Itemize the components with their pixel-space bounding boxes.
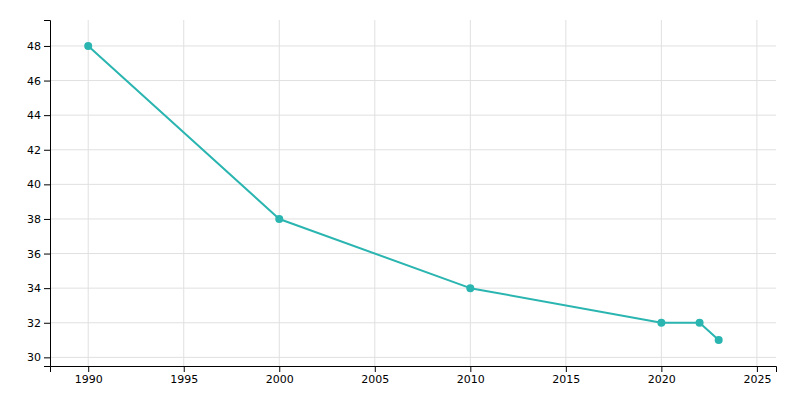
tick-label: 2025 xyxy=(743,373,771,386)
tick: 46 xyxy=(27,75,50,88)
tick: 30 xyxy=(27,351,50,364)
tick-mark xyxy=(44,323,50,324)
grid-line xyxy=(756,20,757,366)
x-axis: 1990 1995 2000 2005 2010 2015 2020 2025 xyxy=(51,366,777,386)
point xyxy=(84,42,92,50)
tick-label: 2005 xyxy=(361,373,389,386)
tick-mark xyxy=(757,366,758,372)
tick: 48 xyxy=(27,40,50,53)
tick-label: 2010 xyxy=(457,373,485,386)
grid-line xyxy=(374,20,375,366)
y-axis: 30 32 34 36 38 40 42 44 46 48 xyxy=(27,21,51,367)
tick-label: 2015 xyxy=(552,373,580,386)
grid-line xyxy=(50,80,776,81)
tick-label: 30 xyxy=(27,351,41,364)
axis-line xyxy=(51,367,777,373)
tick-mark xyxy=(44,184,50,185)
tick-mark xyxy=(44,81,50,82)
grid xyxy=(50,20,776,366)
tick-label: 32 xyxy=(27,317,41,330)
tick-label: 46 xyxy=(27,75,41,88)
tick: 2005 xyxy=(361,366,389,386)
grid-line xyxy=(50,115,776,116)
tick-label: 2000 xyxy=(266,373,294,386)
grid-line xyxy=(88,20,89,366)
point xyxy=(657,319,665,327)
tick-mark xyxy=(44,150,50,151)
tick-label: 42 xyxy=(27,144,41,157)
tick: 38 xyxy=(27,213,50,226)
tick-label: 38 xyxy=(27,213,41,226)
grid-line xyxy=(50,288,776,289)
tick-mark xyxy=(44,288,50,289)
grid-line xyxy=(50,45,776,46)
chart: 1990 1995 2000 2005 2010 2015 2020 2025 30 32 34 36… xyxy=(0,0,800,400)
tick-mark xyxy=(44,115,50,116)
tick: 2010 xyxy=(457,366,485,386)
tick-label: 1995 xyxy=(170,373,198,386)
tick-mark xyxy=(44,46,50,47)
grid-line xyxy=(661,20,662,366)
point xyxy=(715,336,723,344)
tick: 44 xyxy=(27,109,50,122)
tick: 2020 xyxy=(648,366,676,386)
tick: 32 xyxy=(27,317,50,330)
tick: 42 xyxy=(27,144,50,157)
tick: 2025 xyxy=(743,366,771,386)
tick-label: 48 xyxy=(27,40,41,53)
tick: 2015 xyxy=(552,366,580,386)
tick-label: 36 xyxy=(27,248,41,261)
series xyxy=(84,42,722,344)
grid-line xyxy=(50,149,776,150)
tick-label: 34 xyxy=(27,282,41,295)
tick: 2000 xyxy=(266,366,294,386)
tick-label: 44 xyxy=(27,109,41,122)
tick: 34 xyxy=(27,282,50,295)
tick-label: 2020 xyxy=(648,373,676,386)
tick-mark xyxy=(470,366,471,372)
line xyxy=(88,46,718,340)
axis-line xyxy=(44,21,51,367)
tick-label: 40 xyxy=(27,178,41,191)
tick: 36 xyxy=(27,248,50,261)
tick: 1995 xyxy=(170,366,198,386)
point xyxy=(466,284,474,292)
plot: 1990 1995 2000 2005 2010 2015 2020 2025 30 32 34 36… xyxy=(27,20,777,386)
grid-line xyxy=(470,20,471,366)
tick-label: 1990 xyxy=(75,373,103,386)
grid-line xyxy=(50,184,776,185)
grid-line xyxy=(50,253,776,254)
tick-mark xyxy=(44,254,50,255)
point xyxy=(275,215,283,223)
tick-mark xyxy=(566,366,567,372)
point xyxy=(696,319,704,327)
tick-mark xyxy=(88,366,89,372)
tick-mark xyxy=(279,366,280,372)
tick-mark xyxy=(44,219,50,220)
tick-mark xyxy=(375,366,376,372)
grid-line xyxy=(50,357,776,358)
tick: 1990 xyxy=(75,366,103,386)
tick-mark xyxy=(661,366,662,372)
grid-line xyxy=(565,20,566,366)
tick: 40 xyxy=(27,178,50,191)
grid-line xyxy=(279,20,280,366)
grid-line xyxy=(50,218,776,219)
tick-mark xyxy=(44,357,50,358)
tick-mark xyxy=(184,366,185,372)
grid-line xyxy=(183,20,184,366)
